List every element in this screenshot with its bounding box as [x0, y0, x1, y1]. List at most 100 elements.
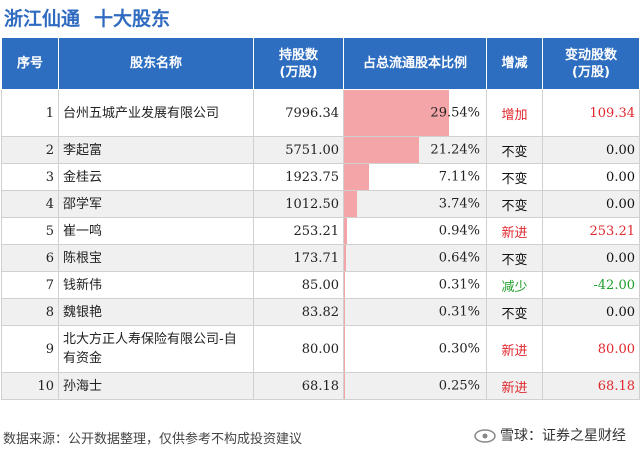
change-status-cell: 不变 [486, 163, 543, 191]
data-source-note: 数据来源：公开数据整理，仅供参考不构成投资建议 [3, 432, 303, 447]
rank-cell: 2 [1, 136, 59, 164]
ratio-label: 0.94% [438, 223, 480, 239]
ratio-cell: 0.30% [343, 325, 487, 373]
table-row: 6 陈根宝 173.71 0.64% 不变 0.00 [1, 244, 640, 272]
col-header-change: 增减 [486, 37, 543, 90]
shares-cell: 85.00 [253, 271, 344, 299]
ratio-label: 7.11% [438, 169, 480, 185]
ratio-cell: 0.64% [343, 244, 487, 272]
ratio-label: 29.54% [430, 105, 480, 121]
table-header-row: 序号 股东名称 持股数 (万股) 占总流通股本比例 增减 变动股数 (万股) [1, 37, 640, 90]
change-status-cell: 增加 [486, 89, 543, 137]
ratio-cell: 0.31% [343, 298, 487, 326]
ratio-cell: 0.94% [343, 217, 487, 245]
ratio-label: 0.31% [438, 277, 480, 293]
ratio-cell: 21.24% [343, 136, 487, 164]
shares-cell: 1012.50 [253, 190, 344, 218]
delta-shares-cell: 0.00 [542, 298, 640, 326]
delta-shares-cell: 80.00 [542, 325, 640, 373]
col-header-shares: 持股数 (万股) [253, 37, 344, 90]
company-name: 浙江仙通 [4, 7, 81, 30]
change-status-cell: 减少 [486, 271, 543, 299]
rank-cell: 5 [1, 217, 59, 245]
table-row: 3 金桂云 1923.75 7.11% 不变 0.00 [1, 163, 640, 191]
shares-cell: 5751.00 [253, 136, 344, 164]
ratio-label: 0.30% [438, 341, 480, 357]
brand-text: 雪球：证券之星财经 [500, 428, 626, 444]
delta-shares-cell: 253.21 [542, 217, 640, 245]
holder-name-cell: 台州五城产业发展有限公司 [58, 89, 254, 137]
col-header-shares-text: 持股数 (万股) [278, 47, 318, 80]
holder-name-cell: 陈根宝 [58, 244, 254, 272]
holder-name-cell: 孙海士 [58, 372, 254, 400]
ratio-bar [344, 326, 346, 372]
table-row: 4 邵学军 1012.50 3.74% 不变 0.00 [1, 190, 640, 218]
rank-cell: 7 [1, 271, 59, 299]
holder-name-cell: 崔一鸣 [58, 217, 254, 245]
shareholders-table: 序号 股东名称 持股数 (万股) 占总流通股本比例 增减 变动股数 (万股) 1 台州… [1, 37, 640, 400]
holder-name-cell: 钱新伟 [58, 271, 254, 299]
delta-shares-cell: 0.00 [542, 244, 640, 272]
shares-cell: 173.71 [253, 244, 344, 272]
ratio-bar [344, 218, 348, 244]
holder-name-cell: 邵学军 [58, 190, 254, 218]
table-row: 7 钱新伟 85.00 0.31% 减少 -42.00 [1, 271, 640, 299]
ratio-label: 21.24% [430, 142, 480, 158]
change-status-cell: 不变 [486, 298, 543, 326]
ratio-label: 0.64% [438, 250, 480, 266]
delta-shares-cell: 0.00 [542, 190, 640, 218]
change-status-cell: 不变 [486, 136, 543, 164]
ratio-label: 0.31% [438, 304, 480, 320]
ratio-bar [344, 245, 347, 271]
rank-cell: 4 [1, 190, 59, 218]
change-status-cell: 新进 [486, 372, 543, 400]
change-status-cell: 不变 [486, 244, 543, 272]
col-header-delta: 变动股数 (万股) [542, 37, 640, 90]
ratio-label: 3.74% [438, 196, 480, 212]
col-header-name: 股东名称 [58, 37, 254, 90]
change-status-cell: 新进 [486, 325, 543, 373]
change-status-cell: 新进 [486, 217, 543, 245]
ratio-cell: 0.31% [343, 271, 487, 299]
shares-cell: 1923.75 [253, 163, 344, 191]
col-header-delta-text: 变动股数 (万股) [564, 47, 617, 80]
ratio-label: 0.25% [438, 378, 480, 394]
shares-cell: 253.21 [253, 217, 344, 245]
ratio-bar [344, 90, 449, 136]
rank-cell: 9 [1, 325, 59, 373]
delta-shares-cell: 0.00 [542, 136, 640, 164]
rank-cell: 6 [1, 244, 59, 272]
table-row: 2 李起富 5751.00 21.24% 不变 0.00 [1, 136, 640, 164]
ratio-cell: 0.25% [343, 372, 487, 400]
table-row: 1 台州五城产业发展有限公司 7996.34 29.54% 增加 109.34 [1, 89, 640, 137]
snowball-logo-icon [474, 429, 496, 443]
table-row: 9 北大方正人寿保险有限公司-自有资金 80.00 0.30% 新进 80.00 [1, 325, 640, 373]
change-status-cell: 不变 [486, 190, 543, 218]
holder-name-cell: 北大方正人寿保险有限公司-自有资金 [58, 325, 254, 373]
ratio-bar [344, 191, 358, 217]
delta-shares-cell: 68.18 [542, 372, 640, 400]
table-subtitle: 十大股东 [94, 7, 171, 30]
shares-cell: 68.18 [253, 372, 344, 400]
col-header-rank: 序号 [1, 37, 59, 90]
ratio-cell: 29.54% [343, 89, 487, 137]
rank-cell: 8 [1, 298, 59, 326]
rank-cell: 1 [1, 89, 59, 137]
shares-cell: 83.82 [253, 298, 344, 326]
col-header-ratio: 占总流通股本比例 [343, 37, 487, 90]
holder-name-cell: 魏银艳 [58, 298, 254, 326]
rank-cell: 10 [1, 372, 59, 400]
holder-name-cell: 李起富 [58, 136, 254, 164]
ratio-cell: 7.11% [343, 163, 487, 191]
table-row: 8 魏银艳 83.82 0.31% 不变 0.00 [1, 298, 640, 326]
shares-cell: 80.00 [253, 325, 344, 373]
ratio-bar [344, 373, 345, 399]
ratio-bar [344, 164, 370, 190]
ratio-bar [344, 299, 346, 325]
ratio-cell: 3.74% [343, 190, 487, 218]
delta-shares-cell: -42.00 [542, 271, 640, 299]
ratio-bar [344, 272, 346, 298]
table-row: 10 孙海士 68.18 0.25% 新进 68.18 [1, 372, 640, 400]
ratio-bar [344, 137, 420, 163]
rank-cell: 3 [1, 163, 59, 191]
